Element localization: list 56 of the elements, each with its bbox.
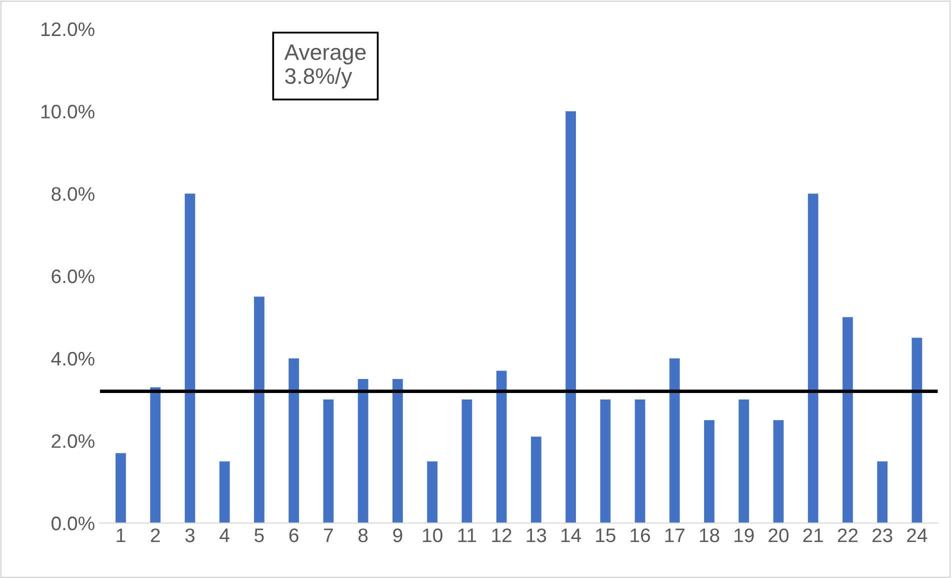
x-tick-label: 8 <box>358 528 368 542</box>
y-tick-label: 4.0% <box>51 352 94 366</box>
x-tick-label: 18 <box>700 528 720 542</box>
bar <box>704 420 714 524</box>
y-tick-label: 0.0% <box>52 516 94 530</box>
bar <box>150 387 161 524</box>
bar <box>634 400 646 524</box>
bar <box>842 317 853 524</box>
x-tick-label: 23 <box>872 528 892 542</box>
x-tick-label: 5 <box>254 528 264 542</box>
x-tick-label: 21 <box>803 528 823 542</box>
bar <box>358 378 368 524</box>
bar <box>116 453 126 524</box>
bar <box>254 296 264 524</box>
y-tick-label: 2.0% <box>52 434 94 448</box>
annotation: Average 3.8%/y <box>284 44 366 88</box>
x-tick-label: 12 <box>492 528 512 542</box>
y-tick-label: 12.0% <box>41 22 94 36</box>
x-tick-label: 20 <box>768 528 789 542</box>
bar <box>912 338 922 524</box>
bar <box>323 400 334 524</box>
bar <box>600 400 611 524</box>
bar <box>392 378 403 524</box>
bar <box>427 461 438 524</box>
bar <box>462 400 472 524</box>
x-tick-label: 3 <box>185 528 195 542</box>
y-tick-label: 8.0% <box>52 187 94 201</box>
x-tick-label: 11 <box>458 528 476 542</box>
x-tick-label: 10 <box>422 528 442 542</box>
bar <box>669 358 680 524</box>
bar <box>288 358 300 524</box>
x-tick-label: 16 <box>630 528 650 542</box>
bar <box>773 420 784 524</box>
bar <box>566 111 576 524</box>
x-tick-label: 1 <box>116 528 126 542</box>
x-tick-label: 4 <box>220 528 230 542</box>
x-tick-label: 15 <box>596 528 616 542</box>
x-tick-label: 24 <box>907 528 928 542</box>
x-tick-label: 14 <box>561 528 582 542</box>
x-tick-label: 2 <box>150 528 160 542</box>
bar <box>877 461 888 524</box>
x-tick-label: 19 <box>734 528 754 542</box>
x-tick-label: 17 <box>665 528 684 542</box>
x-tick-label: 6 <box>289 528 298 542</box>
x-tick-label: 9 <box>393 528 402 542</box>
bar <box>530 436 542 524</box>
bar <box>184 194 196 524</box>
bar <box>808 194 818 524</box>
y-tick-label: 6.0% <box>52 269 94 284</box>
bar <box>219 461 230 524</box>
bar <box>496 370 507 524</box>
x-tick-label: 22 <box>838 528 858 542</box>
x-tick-label: 13 <box>526 528 546 542</box>
y-tick-label: 10.0% <box>41 104 94 118</box>
bar <box>738 400 750 524</box>
x-tick-label: 7 <box>324 528 333 542</box>
